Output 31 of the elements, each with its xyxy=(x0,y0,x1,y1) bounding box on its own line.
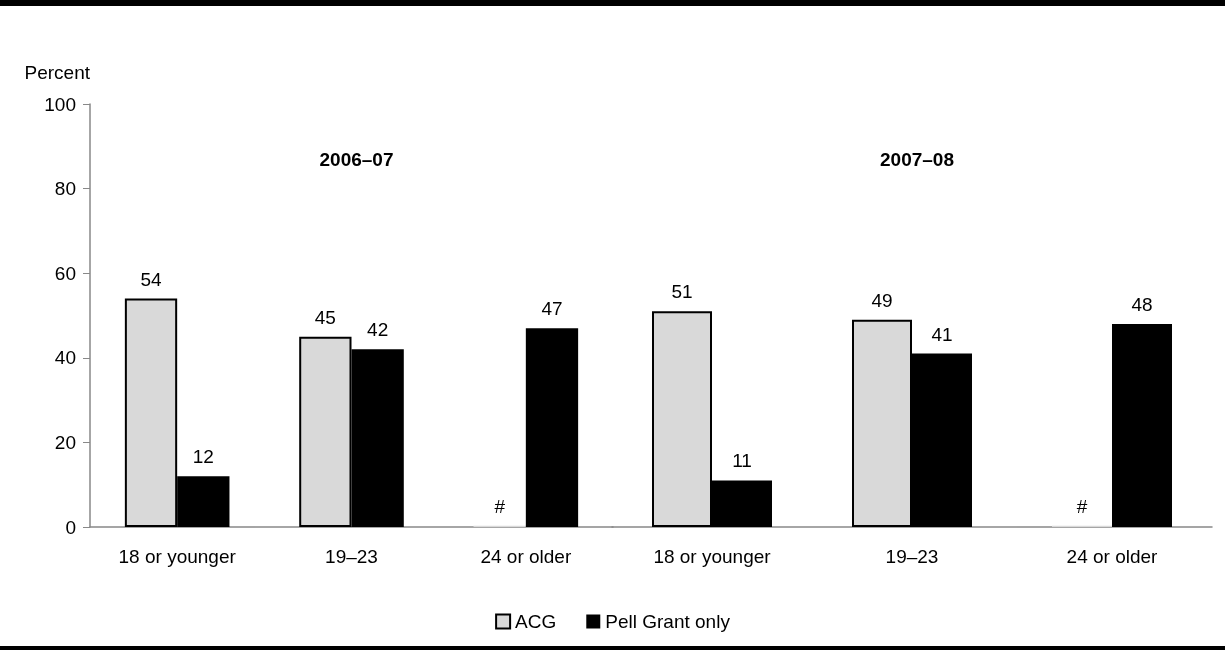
data-label: 41 xyxy=(931,323,953,345)
y-axis-title: Percent xyxy=(24,62,91,83)
x-tick-label: 19–23 xyxy=(325,546,378,567)
data-label: # xyxy=(1076,495,1088,517)
text: 2007–08 xyxy=(880,149,954,170)
data-label: # xyxy=(494,495,506,517)
y-tick-label: 80 xyxy=(54,178,76,200)
y-tick-label: 0 xyxy=(65,516,76,538)
data-label: 11 xyxy=(732,450,752,472)
data-label: 45 xyxy=(314,306,336,328)
legend-label: ACG xyxy=(515,611,557,632)
y-tick-label: 60 xyxy=(54,262,76,284)
data-label: 49 xyxy=(871,289,893,311)
data-label: 47 xyxy=(541,298,563,320)
x-tick-label: 24 or older xyxy=(1066,546,1159,567)
x-tick-label: 18 or younger xyxy=(653,546,772,567)
data-label: 42 xyxy=(367,319,389,341)
bar xyxy=(525,328,579,527)
y-tick-label: 100 xyxy=(44,93,76,115)
x-tick-label: 18 or younger xyxy=(118,546,237,567)
y-tick-label: 40 xyxy=(54,347,76,369)
x-tick-label: 24 or older xyxy=(480,546,572,567)
data-label: 12 xyxy=(192,446,214,468)
legend-label: Pell Grant only xyxy=(605,611,731,632)
y-tick-label: 20 xyxy=(54,431,76,453)
data-label: 48 xyxy=(1131,293,1153,315)
bar xyxy=(1112,323,1172,527)
x-tick-label: 19–23 xyxy=(885,546,939,567)
text: 2006–07 xyxy=(319,149,394,170)
data-label: 54 xyxy=(140,268,163,290)
data-label: 51 xyxy=(671,281,693,303)
